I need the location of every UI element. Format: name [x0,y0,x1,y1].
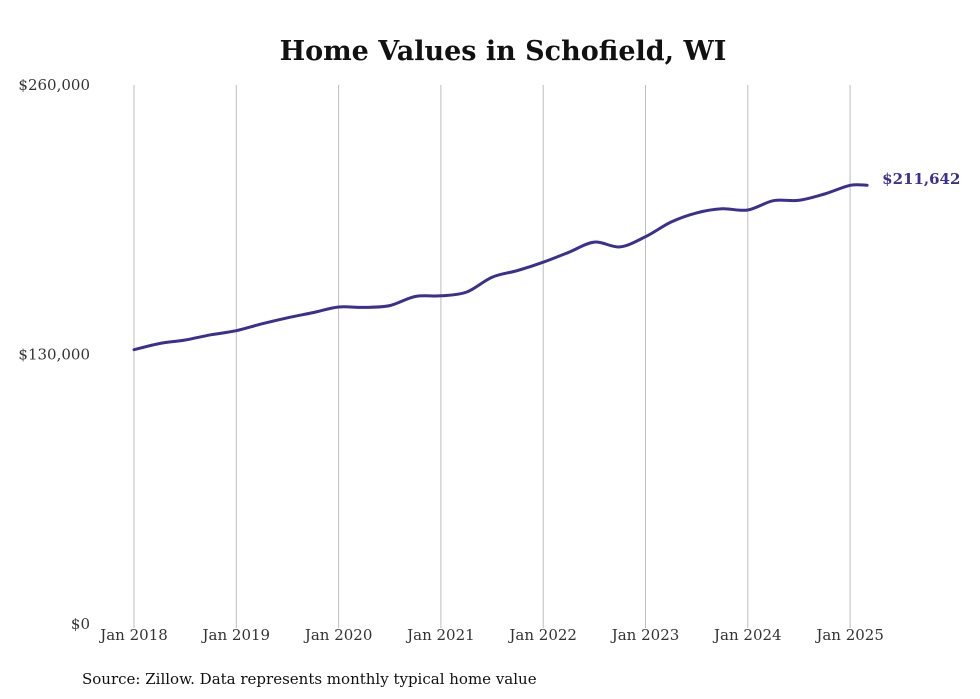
series-layer: $211,642 [132,170,960,352]
x-tick-label: Jan 2019 [201,626,271,644]
x-tick-label: Jan 2018 [98,626,168,644]
x-tick-label: Jan 2020 [303,626,373,644]
x-tick-label: Jan 2022 [507,626,577,644]
end-value-label: $211,642 [882,170,960,188]
chart-title: Home Values in Schofield, WI [280,36,727,67]
gridlines [133,85,851,628]
x-tick-label: Jan 2021 [405,626,475,644]
x-tick-label: Jan 2024 [712,626,782,644]
source-note: Source: Zillow. Data represents monthly … [82,670,537,688]
y-tick-label: $0 [71,615,90,633]
x-tick-label: Jan 2023 [610,626,680,644]
y-axis-ticks: $260,000 $130,000 $0 [18,76,90,633]
y-tick-label: $260,000 [18,76,90,94]
y-tick-label: $130,000 [18,346,90,364]
x-axis-ticks: Jan 2018 Jan 2019 Jan 2020 Jan 2021 Jan 2022… [98,626,884,644]
series-line [132,183,869,352]
x-tick-label: Jan 2025 [814,626,884,644]
